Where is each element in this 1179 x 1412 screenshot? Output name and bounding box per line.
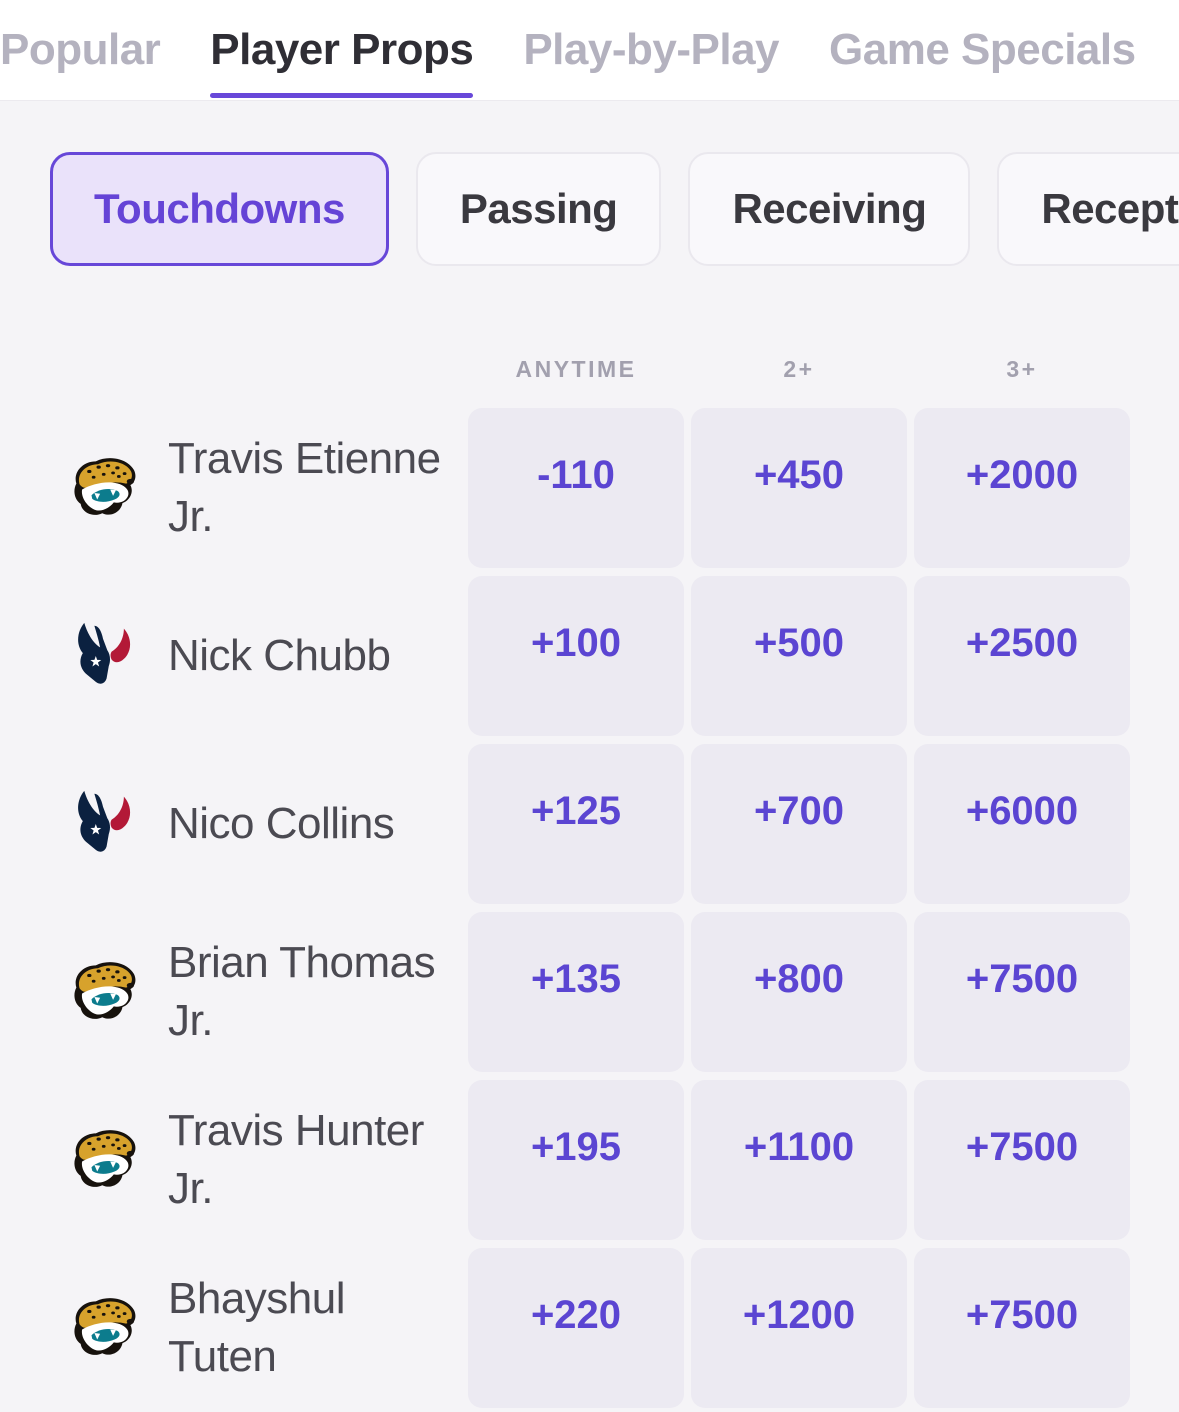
- odds-button-2plus[interactable]: +800: [691, 912, 907, 1072]
- prop-category-chips: Touchdowns Passing Receiving Receptions: [0, 152, 1179, 266]
- team-logo: [64, 452, 142, 524]
- tab-label: Game Specials: [829, 25, 1136, 74]
- table-row: Nico Collins +125 +700 +6000: [0, 744, 1179, 904]
- table-row: Travis Etienne Jr. -110 +450 +2000: [0, 408, 1179, 568]
- column-header-anytime: ANYTIME: [515, 355, 637, 382]
- tab-play-by-play[interactable]: Play-by-Play: [523, 0, 779, 100]
- odds-column-headers: ANYTIME 2+ 3+: [0, 354, 1179, 384]
- column-header-3plus: 3+: [1006, 355, 1038, 382]
- texans-logo-icon: [64, 788, 142, 860]
- texans-logo-icon: [64, 620, 142, 692]
- market-tab-bar: Popular Player Props Play-by-Play Game S…: [0, 0, 1179, 101]
- odds-button-2plus[interactable]: +500: [691, 576, 907, 736]
- player-info: Nick Chubb: [0, 576, 468, 736]
- chip-passing[interactable]: Passing: [415, 152, 662, 266]
- odds-button-3plus[interactable]: +6000: [914, 744, 1130, 904]
- tab-popular[interactable]: Popular: [0, 0, 161, 100]
- odds-button-3plus[interactable]: +7500: [914, 1080, 1130, 1240]
- player-props-table: Travis Etienne Jr. -110 +450 +2000 Nick …: [0, 408, 1179, 1408]
- tab-game-specials[interactable]: Game Specials: [829, 0, 1136, 100]
- odds-button-2plus[interactable]: +450: [691, 408, 907, 568]
- table-row: Nick Chubb +100 +500 +2500: [0, 576, 1179, 736]
- player-name: Bhayshul Tuten: [168, 1273, 346, 1381]
- odds-button-2plus[interactable]: +1100: [691, 1080, 907, 1240]
- team-logo: [64, 620, 142, 692]
- player-name: Brian Thomas Jr.: [168, 937, 436, 1045]
- odds-button-anytime[interactable]: +125: [468, 744, 684, 904]
- tab-player-props[interactable]: Player Props: [210, 0, 474, 100]
- team-logo: [64, 956, 142, 1028]
- odds-button-3plus[interactable]: +2500: [914, 576, 1130, 736]
- odds-button-anytime[interactable]: +220: [468, 1248, 684, 1408]
- odds-button-anytime[interactable]: +135: [468, 912, 684, 1072]
- table-row: Bhayshul Tuten +220 +1200 +7500: [0, 1248, 1179, 1408]
- odds-button-2plus[interactable]: +700: [691, 744, 907, 904]
- jaguars-logo-icon: [64, 1292, 142, 1364]
- player-info: Bhayshul Tuten: [0, 1248, 468, 1408]
- player-info: Brian Thomas Jr.: [0, 912, 468, 1072]
- team-logo: [64, 788, 142, 860]
- chip-touchdowns[interactable]: Touchdowns: [50, 152, 389, 266]
- odds-button-3plus[interactable]: +2000: [914, 408, 1130, 568]
- odds-button-anytime[interactable]: +195: [468, 1080, 684, 1240]
- table-row: Travis Hunter Jr. +195 +1100 +7500: [0, 1080, 1179, 1240]
- tab-label: Popular: [0, 25, 161, 74]
- odds-button-2plus[interactable]: +1200: [691, 1248, 907, 1408]
- odds-button-anytime[interactable]: -110: [468, 408, 684, 568]
- player-name: Travis Etienne Jr.: [168, 433, 441, 541]
- odds-button-3plus[interactable]: +7500: [914, 1248, 1130, 1408]
- player-info: Nico Collins: [0, 744, 468, 904]
- player-info: Travis Hunter Jr.: [0, 1080, 468, 1240]
- jaguars-logo-icon: [64, 956, 142, 1028]
- jaguars-logo-icon: [64, 452, 142, 524]
- odds-button-3plus[interactable]: +7500: [914, 912, 1130, 1072]
- player-name: Nico Collins: [168, 798, 395, 848]
- chip-receiving[interactable]: Receiving: [688, 152, 971, 266]
- team-logo: [64, 1292, 142, 1364]
- team-logo: [64, 1124, 142, 1196]
- jaguars-logo-icon: [64, 1124, 142, 1196]
- odds-button-anytime[interactable]: +100: [468, 576, 684, 736]
- tab-label: Play-by-Play: [523, 25, 780, 74]
- player-name: Travis Hunter Jr.: [168, 1105, 424, 1213]
- chip-receptions[interactable]: Receptions: [997, 152, 1179, 266]
- active-tab-underline: [210, 93, 474, 98]
- column-header-2plus: 2+: [783, 355, 815, 382]
- player-name: Nick Chubb: [168, 630, 391, 680]
- table-row: Brian Thomas Jr. +135 +800 +7500: [0, 912, 1179, 1072]
- tab-label: Player Props: [210, 25, 474, 74]
- player-info: Travis Etienne Jr.: [0, 408, 468, 568]
